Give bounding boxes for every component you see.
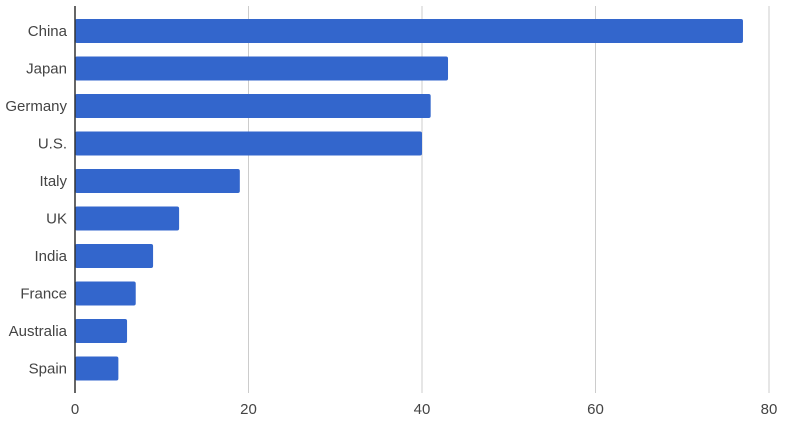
x-tick-label: 80 bbox=[761, 401, 778, 418]
x-tick-label: 60 bbox=[587, 401, 604, 418]
bar-italy bbox=[75, 169, 240, 193]
bar-france bbox=[75, 281, 136, 306]
bars bbox=[75, 19, 743, 381]
bar-spain bbox=[75, 356, 119, 381]
bar-u-s bbox=[75, 131, 422, 156]
category-label: Australia bbox=[9, 323, 68, 340]
category-label: China bbox=[28, 23, 68, 40]
x-tick-labels: 0 20 40 60 80 bbox=[71, 401, 778, 418]
category-label: Germany bbox=[5, 98, 67, 115]
bar-japan bbox=[75, 56, 449, 81]
bar-uk bbox=[75, 206, 180, 231]
bar-india bbox=[75, 244, 154, 268]
category-label: Spain bbox=[29, 361, 67, 378]
category-labels: China Japan Germany U.S. Italy UK India France A… bbox=[5, 23, 67, 378]
bar-australia bbox=[75, 319, 128, 343]
x-tick-label: 40 bbox=[414, 401, 431, 418]
category-label: U.S. bbox=[38, 136, 67, 153]
x-tick-label: 0 bbox=[71, 401, 79, 418]
category-label: India bbox=[34, 248, 67, 265]
bar-china bbox=[75, 19, 743, 43]
category-label: UK bbox=[46, 211, 67, 228]
category-label: Italy bbox=[39, 173, 67, 190]
category-label: France bbox=[20, 286, 67, 303]
x-tick-label: 20 bbox=[240, 401, 257, 418]
category-label: Japan bbox=[26, 61, 67, 78]
bar-germany bbox=[75, 94, 431, 118]
